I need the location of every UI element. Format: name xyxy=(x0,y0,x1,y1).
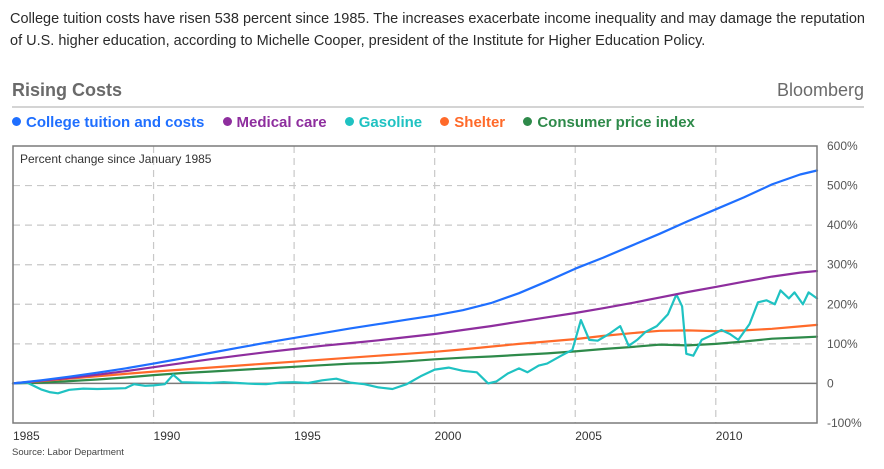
legend-dot-icon xyxy=(440,117,450,126)
header-divider xyxy=(12,106,864,108)
x-tick-label: 1985 xyxy=(13,429,40,443)
x-tick-label: 2000 xyxy=(435,429,462,443)
legend-item-gasoline: Gasoline xyxy=(344,114,423,131)
brand-logo-text: Bloomberg xyxy=(776,80,864,100)
legend-label: Gasoline xyxy=(358,114,423,131)
y-tick-label: 300% xyxy=(827,258,858,272)
y-tick-label: 400% xyxy=(827,218,858,232)
series-line-college-tuition-and-costs xyxy=(11,169,819,385)
x-axis-ticks: 1985 1990 1995 2000 2005 2010 xyxy=(13,429,743,443)
y-tick-label: 500% xyxy=(827,179,858,193)
chart-legend: College tuition and costs Medical care G… xyxy=(12,114,709,131)
legend-dot-icon xyxy=(12,117,21,126)
grid-lines xyxy=(13,146,817,423)
source-note: Source: Labor Department xyxy=(12,447,124,458)
series-line-shelter xyxy=(11,323,819,385)
y-tick-label: 600% xyxy=(827,139,858,153)
y-tick-label: 100% xyxy=(827,337,858,351)
y-tick-label: -100% xyxy=(827,416,862,430)
legend-item-shelter: Shelter xyxy=(440,114,505,131)
series-line-gasoline xyxy=(11,289,819,395)
chart-title: Rising Costs xyxy=(12,80,123,100)
legend-label: Shelter xyxy=(454,114,506,131)
legend-label: Consumer price index xyxy=(537,114,695,131)
intro-paragraph: College tuition costs have risen 538 per… xyxy=(10,11,865,49)
legend-item-tuition: College tuition and costs xyxy=(12,114,204,131)
series-lines xyxy=(11,169,819,395)
series-line-medical-care xyxy=(11,269,819,385)
legend-label: Medical care xyxy=(236,114,327,131)
x-tick-label: 2010 xyxy=(716,429,743,443)
x-tick-label: 1990 xyxy=(154,429,181,443)
x-tick-label: 2005 xyxy=(575,429,602,443)
legend-dot-icon xyxy=(344,117,354,126)
legend-label: College tuition and costs xyxy=(26,114,205,131)
y-tick-label: 0 xyxy=(827,376,834,390)
series-line-consumer-price-index xyxy=(11,335,819,385)
legend-dot-icon xyxy=(222,117,232,126)
legend-item-medical: Medical care xyxy=(222,114,327,131)
x-tick-label: 1995 xyxy=(294,429,321,443)
y-axis-ticks: 600% 500% 400% 300% 200% 100% 0 -100% xyxy=(827,139,862,430)
plot-frame xyxy=(12,145,818,424)
plot-subtitle: Percent change since January 1985 xyxy=(20,152,212,166)
legend-dot-icon xyxy=(523,117,533,126)
y-tick-label: 200% xyxy=(827,297,858,311)
legend-item-cpi: Consumer price index xyxy=(523,114,695,131)
